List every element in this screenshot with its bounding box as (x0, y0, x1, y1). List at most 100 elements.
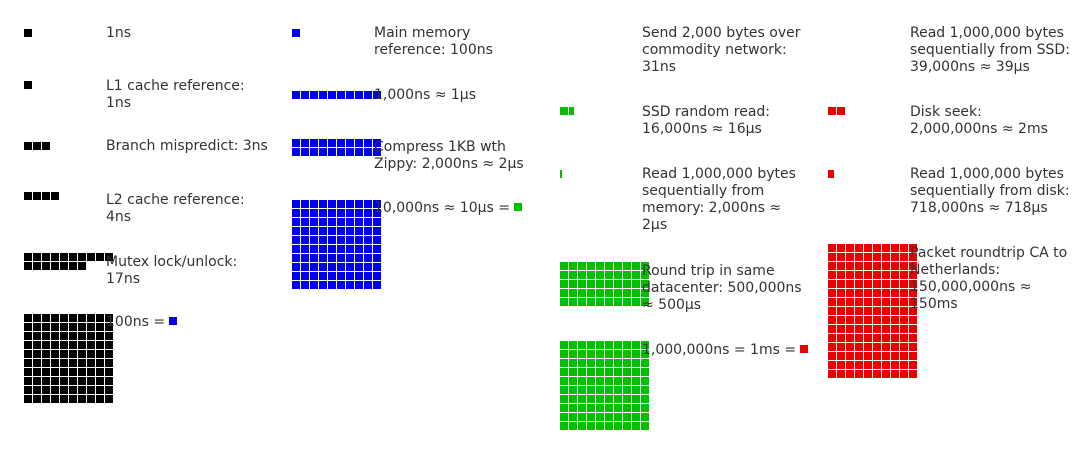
latency-square (42, 323, 50, 331)
latency-square (328, 148, 336, 156)
latency-square (24, 332, 32, 340)
latency-square (96, 395, 104, 403)
latency-square (60, 368, 68, 376)
latency-square (864, 325, 872, 333)
latency-square (828, 253, 836, 261)
latency-square (873, 271, 881, 279)
latency-square (373, 281, 381, 289)
latency-square (578, 298, 586, 306)
send-network-label: Send 2,000 bytes over commodity network:… (642, 25, 800, 76)
latency-square (337, 91, 345, 99)
latency-square (42, 395, 50, 403)
latency-square (105, 359, 113, 367)
ssd-random-read-label: SSD random read: 16,000ns ≈ 16μs (642, 104, 770, 138)
equivalent-square (513, 203, 522, 211)
latency-square (96, 359, 104, 367)
latency-square (560, 298, 568, 306)
latency-square (319, 200, 327, 208)
latency-square (51, 341, 59, 349)
latency-square (319, 245, 327, 253)
latency-square (641, 262, 649, 270)
latency-square (328, 91, 336, 99)
latency-square (337, 209, 345, 217)
latency-square (909, 343, 917, 351)
latency-square (587, 413, 595, 421)
latency-square (328, 263, 336, 271)
latency-square (882, 262, 890, 270)
latency-square (873, 370, 881, 378)
latency-square (24, 262, 32, 270)
latency-square (78, 253, 86, 261)
latency-square (882, 361, 890, 369)
latency-square (364, 254, 372, 262)
latency-square (596, 386, 604, 394)
latency-square (837, 271, 845, 279)
latency-square (33, 359, 41, 367)
compress-zippy-label: Compress 1KB wth Zippy: 2,000ns ≈ 2μs (374, 139, 524, 173)
latency-square (292, 218, 300, 226)
latency-square (87, 368, 95, 376)
latency-square (355, 200, 363, 208)
latency-square (864, 244, 872, 252)
latency-square (900, 271, 908, 279)
latency-square (105, 314, 113, 322)
latency-square (828, 334, 836, 342)
latency-square (69, 386, 77, 394)
latency-square (909, 280, 917, 288)
latency-square (837, 244, 845, 252)
latency-square (846, 262, 854, 270)
read-disk-seq-label: Read 1,000,000 bytes sequentially from d… (910, 166, 1070, 217)
latency-square (596, 280, 604, 288)
latency-square (605, 413, 613, 421)
latency-square (632, 271, 640, 279)
latency-square (837, 370, 845, 378)
latency-square (596, 368, 604, 376)
latency-square (301, 254, 309, 262)
label-text: SSD random read: 16,000ns ≈ 16μs (642, 104, 770, 137)
latency-square (292, 139, 300, 147)
latency-square (96, 386, 104, 394)
latency-square (614, 413, 622, 421)
latency-square (560, 395, 568, 403)
latency-square (33, 341, 41, 349)
latency-square (51, 350, 59, 358)
latency-square (909, 352, 917, 360)
latency-square (873, 361, 881, 369)
latency-square (909, 298, 917, 306)
latency-square (632, 341, 640, 349)
latency-square (873, 352, 881, 360)
latency-square (364, 200, 372, 208)
latency-square (105, 253, 113, 261)
latency-square (373, 200, 381, 208)
latency-square (882, 271, 890, 279)
latency-square (560, 341, 568, 349)
latency-square (42, 377, 50, 385)
latency-square (292, 29, 300, 37)
latency-square (846, 280, 854, 288)
latency-square (105, 368, 113, 376)
latency-square (587, 271, 595, 279)
latency-square (42, 350, 50, 358)
latency-square (364, 209, 372, 217)
latency-square (882, 343, 890, 351)
latency-square (623, 262, 631, 270)
latency-square (346, 91, 354, 99)
latency-square (328, 281, 336, 289)
latency-square (355, 263, 363, 271)
latency-square (846, 343, 854, 351)
latency-square (69, 253, 77, 261)
latency-square (623, 413, 631, 421)
latency-square (587, 386, 595, 394)
latency-square (909, 271, 917, 279)
label-text: L1 cache reference: 1ns (106, 78, 245, 111)
latency-square (632, 422, 640, 430)
latency-square (900, 334, 908, 342)
latency-square (310, 200, 318, 208)
label-text: Round trip in same datacenter: 500,000ns… (642, 263, 802, 313)
latency-square (632, 404, 640, 412)
latency-square (596, 359, 604, 367)
latency-square (292, 281, 300, 289)
latency-square (319, 281, 327, 289)
latency-square (623, 359, 631, 367)
latency-square (623, 350, 631, 358)
